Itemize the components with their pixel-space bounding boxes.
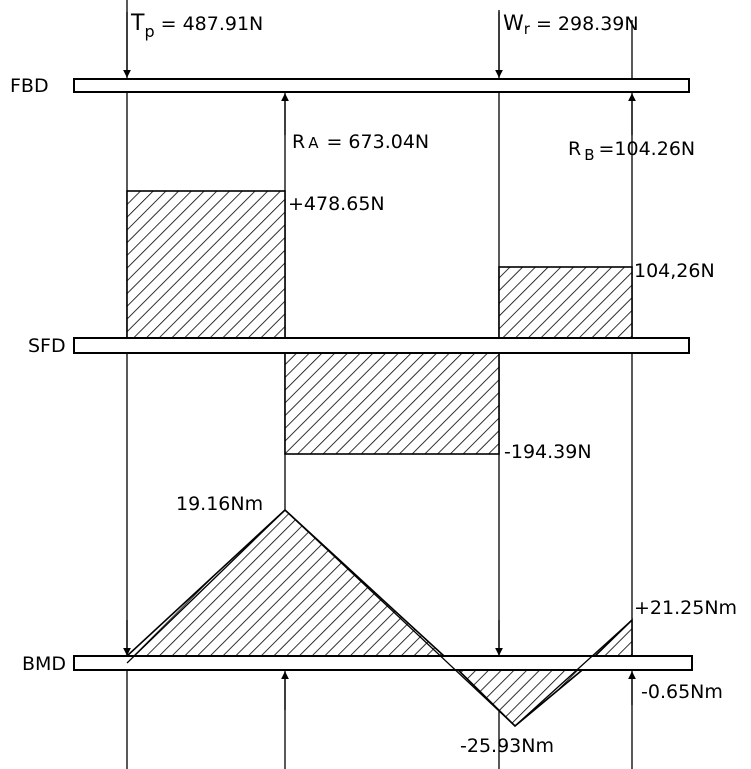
- bmd-curve-right: [514, 619, 633, 727]
- tp-label: Tp = 487.91N: [130, 11, 263, 41]
- sfd-label: SFD: [28, 335, 66, 357]
- ra-label: R A = 673.04N: [292, 131, 429, 153]
- fbd-label: FBD: [10, 75, 49, 97]
- moment-max-positive-label: 19.16Nm: [176, 493, 263, 515]
- shear-force-diagram: [73, 190, 690, 455]
- sfd-positive-left-region: [126, 190, 286, 339]
- bmd-curve-mid: [284, 509, 516, 727]
- bending-moment-diagram: [73, 508, 693, 728]
- moment-right-positive-label: +21.25Nm: [634, 597, 737, 619]
- shear-right-positive-label: 104,26N: [634, 260, 715, 282]
- sfd-positive-right-region: [498, 266, 633, 339]
- rb-label: R B =104.26N: [568, 138, 695, 164]
- bmd-label: BMD: [22, 653, 66, 675]
- shear-negative-label: -194.39N: [504, 441, 592, 463]
- moment-small-negative-label: -0.65Nm: [641, 681, 723, 703]
- bmd-positive-left-region: [124, 508, 447, 657]
- sfd-beam: [73, 337, 690, 354]
- fbd-beam: [73, 78, 690, 93]
- moment-min-negative-label: -25.93Nm: [460, 735, 554, 757]
- bmd-curve-left: [126, 509, 286, 664]
- wr-label: Wr = 298.39N: [503, 11, 639, 38]
- bmd-beam: [73, 655, 693, 671]
- shear-max-positive-label: +478.65N: [288, 193, 385, 215]
- sfd-negative-region: [284, 337, 500, 455]
